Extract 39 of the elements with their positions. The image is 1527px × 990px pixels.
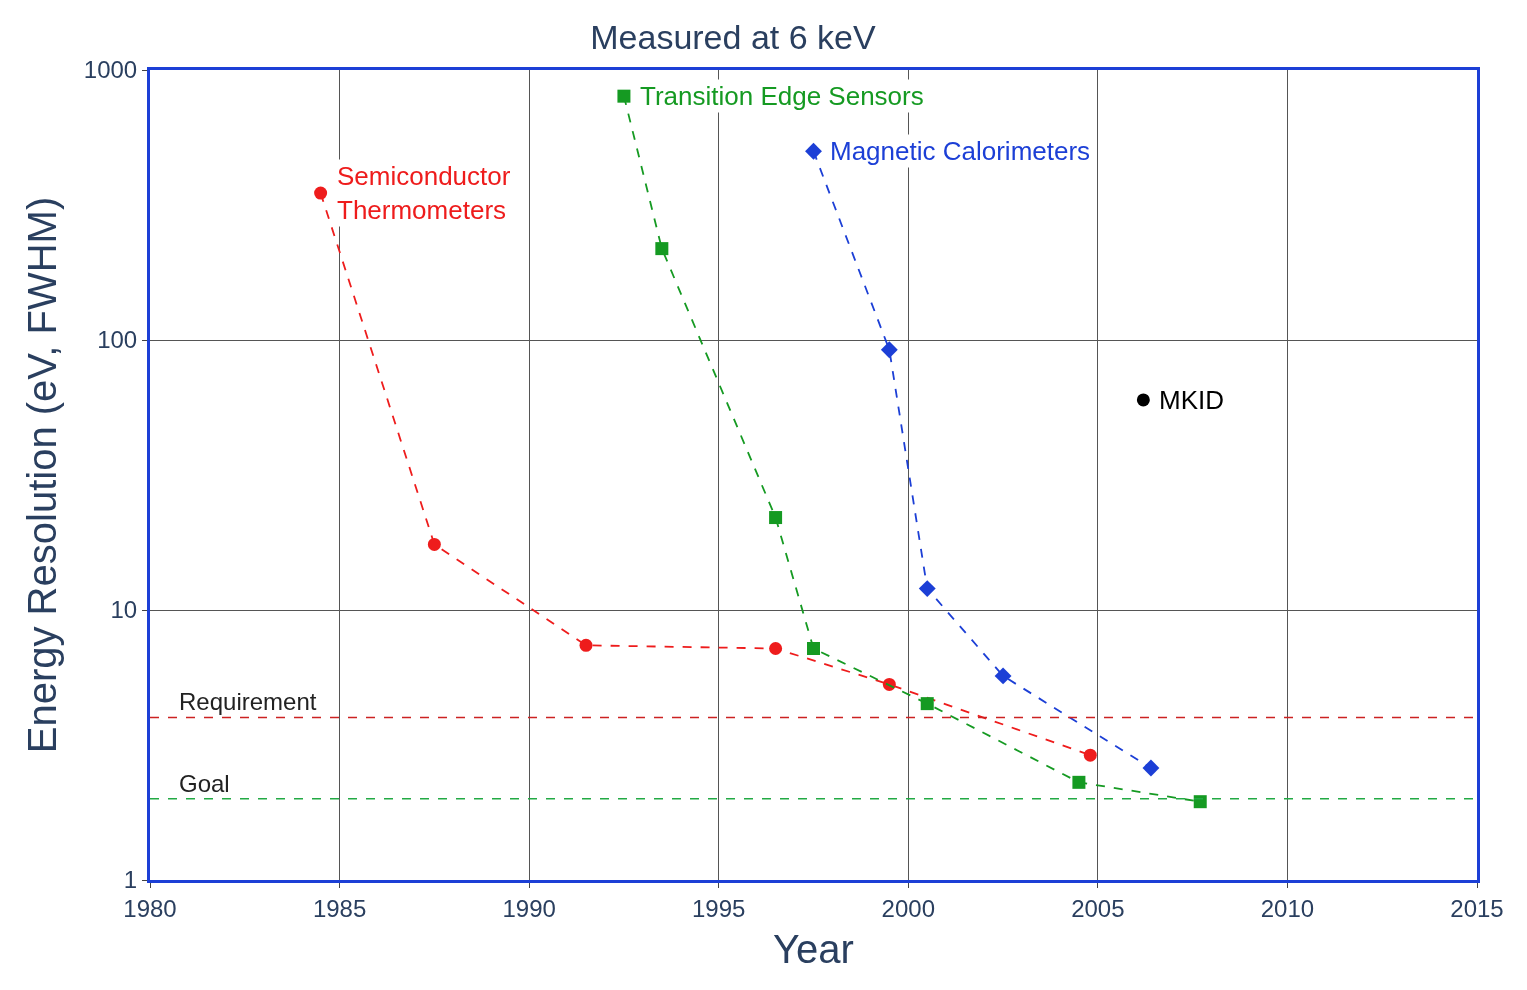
point bbox=[920, 697, 934, 711]
point bbox=[805, 142, 822, 160]
x-tick-label: 1980 bbox=[123, 894, 177, 922]
x-tick-label: 2000 bbox=[881, 894, 935, 922]
series-label: Semiconductor Thermometers bbox=[337, 161, 511, 225]
point bbox=[314, 186, 328, 200]
point bbox=[918, 580, 936, 598]
point bbox=[579, 638, 593, 652]
point bbox=[1136, 393, 1150, 407]
point bbox=[880, 341, 898, 359]
point bbox=[1072, 775, 1086, 789]
series-label: MKID bbox=[1159, 385, 1224, 415]
point bbox=[769, 642, 783, 656]
x-tick-label: 1990 bbox=[502, 894, 556, 922]
ref-line-label: Requirement bbox=[179, 688, 317, 715]
point bbox=[807, 642, 820, 656]
y-tick-label: 1 bbox=[123, 866, 138, 894]
point bbox=[617, 89, 631, 103]
chart-title: Measured at 6 keV bbox=[590, 17, 876, 56]
point bbox=[655, 242, 669, 256]
x-tick-label: 2010 bbox=[1260, 894, 1315, 922]
series-label: Magnetic Calorimeters bbox=[830, 136, 1091, 166]
x-tick-label: 1985 bbox=[312, 894, 367, 922]
y-axis-title: Energy Resolution (eV, FWHM) bbox=[20, 196, 65, 754]
x-tick-label: 1995 bbox=[692, 894, 746, 922]
point bbox=[769, 511, 783, 525]
point bbox=[427, 537, 441, 551]
point bbox=[1193, 795, 1207, 809]
x-tick-label: 2005 bbox=[1071, 894, 1125, 922]
series-label: Transition Edge Sensors bbox=[640, 81, 924, 111]
point bbox=[994, 667, 1012, 685]
x-axis-title: Year bbox=[773, 927, 854, 972]
y-tick-label: 100 bbox=[97, 326, 138, 354]
y-tick-label: 1000 bbox=[83, 56, 138, 84]
x-tick-label: 2015 bbox=[1450, 894, 1504, 922]
point bbox=[1142, 759, 1160, 777]
ref-line-label: Goal bbox=[179, 770, 230, 797]
point bbox=[1083, 748, 1097, 762]
y-tick-label: 10 bbox=[110, 596, 138, 624]
